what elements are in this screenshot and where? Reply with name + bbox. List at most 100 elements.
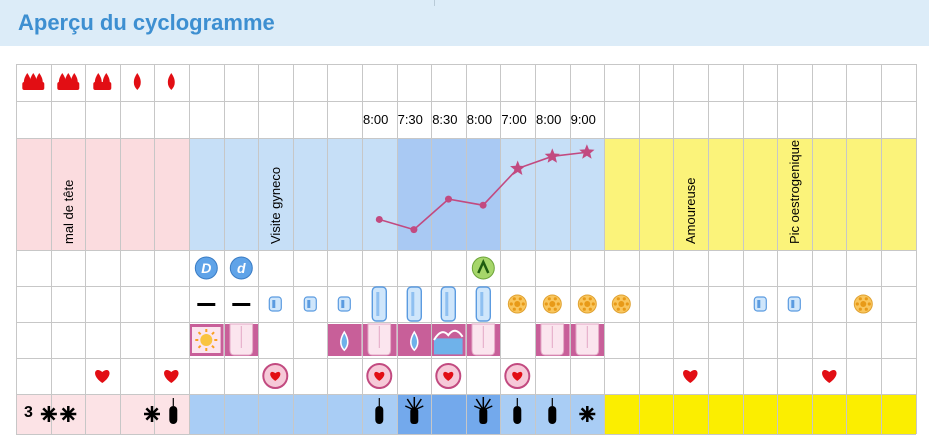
sparkle-icon[interactable] [466,394,501,434]
peak-test-icon[interactable] [466,250,501,286]
cervix-dash-icon[interactable] [189,286,224,322]
cervix-small-pill-icon[interactable] [293,286,328,322]
day-status-cell[interactable] [742,394,778,434]
heart-icon[interactable] [812,358,847,394]
mucus-tooth-icon[interactable] [223,323,259,356]
grid-row-line [16,322,916,323]
mucus-tooth-icon[interactable] [569,323,605,356]
blood-drop-light-icon[interactable] [120,64,155,101]
day-status-cell[interactable] [431,394,466,434]
day-status-cell[interactable] [292,394,328,434]
cervix-small-pill-icon[interactable] [743,286,778,322]
temperature-zone-cell [50,138,86,250]
grid-column-line [189,64,190,434]
heart-icon[interactable] [673,358,708,394]
temperature-time-label: 8:00 [363,112,389,127]
circled-heart-icon[interactable] [431,358,466,394]
asterisk-icon[interactable] [16,394,57,434]
temperature-zone-cell [396,138,432,250]
mucus-sun-pattern-icon[interactable] [189,324,224,356]
circled-heart-icon[interactable] [500,358,535,394]
test-d-icon[interactable]: d [224,250,259,286]
blood-drop-light-icon[interactable] [154,64,189,101]
blood-drop-medium-icon[interactable] [85,64,120,101]
grid-column-line [811,64,813,434]
day-status-cell[interactable] [85,394,120,434]
cervix-tall-pill-icon[interactable] [362,286,397,322]
grid-column-line [292,64,294,434]
day-status-cell[interactable] [638,394,674,434]
cycle-day-number: 3 [24,404,33,421]
cervix-dash-icon[interactable] [224,286,259,322]
day-status-cell[interactable] [708,394,743,434]
cervix-tall-pill-icon[interactable] [431,286,466,322]
day-note[interactable]: mal de tête [60,179,76,244]
day-status-cell[interactable] [258,394,293,434]
day-note[interactable]: Visite gyneco [268,166,284,244]
temperature-time-label: 8:00 [466,112,493,127]
temperature-time-label: 9:00 [570,112,596,127]
day-status-cell[interactable] [881,394,916,434]
mucus-drop-icon[interactable] [327,324,362,356]
temperature-zone-cell [16,138,51,250]
grid-column-line [223,64,225,434]
mucus-drop-icon[interactable] [396,324,432,356]
cervix-tall-pill-icon[interactable] [466,286,501,322]
grid-column-line [119,64,121,434]
tampon-icon[interactable] [362,394,397,434]
cervix-flower-icon[interactable] [604,286,639,322]
cervix-flower-icon[interactable] [846,286,881,322]
mucus-tooth-icon[interactable] [362,323,397,356]
day-note[interactable]: Pic oestrogenique [787,139,803,244]
grid-column-line [362,64,363,434]
day-note[interactable]: Amoureuse [683,177,699,244]
page-header: Aperçu du cyclogramme [0,0,929,46]
day-status-cell[interactable] [811,394,847,434]
mucus-wave-icon[interactable] [431,324,466,356]
asterisk-icon[interactable] [51,394,86,434]
header-divider [434,0,435,6]
asterisk-icon[interactable] [570,394,605,434]
circled-heart-icon[interactable] [258,358,293,394]
cervix-small-pill-icon[interactable] [327,286,362,322]
day-status-cell[interactable] [846,394,881,434]
day-status-cell[interactable] [673,394,708,434]
day-status-cell[interactable] [327,394,362,434]
sparkle-icon[interactable] [397,394,432,434]
day-status-cell[interactable] [604,394,639,434]
grid-column-line [396,64,398,434]
tampon-icon[interactable] [500,394,535,434]
temperature-time-label: 7:00 [501,112,527,127]
day-status-cell[interactable] [189,394,224,434]
temperature-zone-cell [777,138,812,250]
mucus-tooth-icon[interactable] [535,323,570,356]
temperature-time-label: 7:30 [397,112,423,127]
blood-drop-heavy-icon[interactable] [51,64,86,101]
grid-column-line [915,64,917,434]
tampon-icon[interactable] [154,394,189,434]
cervix-flower-icon[interactable] [535,286,570,322]
cervix-small-pill-icon[interactable] [777,286,812,322]
temperature-zone-cell [846,138,881,250]
grid-column-line [327,64,329,434]
mucus-tooth-icon[interactable] [465,323,501,356]
cervix-flower-icon[interactable] [500,286,535,322]
grid-row-line [16,64,916,65]
blood-drop-heavy-icon[interactable] [16,64,51,101]
cervix-flower-icon[interactable] [570,286,605,322]
day-status-cell[interactable] [777,394,812,434]
cervix-tall-pill-icon[interactable] [397,286,432,322]
tampon-icon[interactable] [535,394,570,434]
temperature-zone-cell [465,138,501,250]
svg-text:D: D [201,260,211,276]
cervix-small-pill-icon[interactable] [258,286,293,322]
heart-icon[interactable] [154,358,189,394]
heart-icon[interactable] [85,358,120,394]
temperature-zone-cell [742,138,778,250]
circled-heart-icon[interactable] [362,358,397,394]
asterisk-icon[interactable] [144,394,189,434]
temperature-zone-cell [327,138,362,250]
day-status-cell[interactable] [223,394,259,434]
temperature-zone-cell [362,138,397,250]
test-D-icon[interactable]: D [189,250,224,286]
